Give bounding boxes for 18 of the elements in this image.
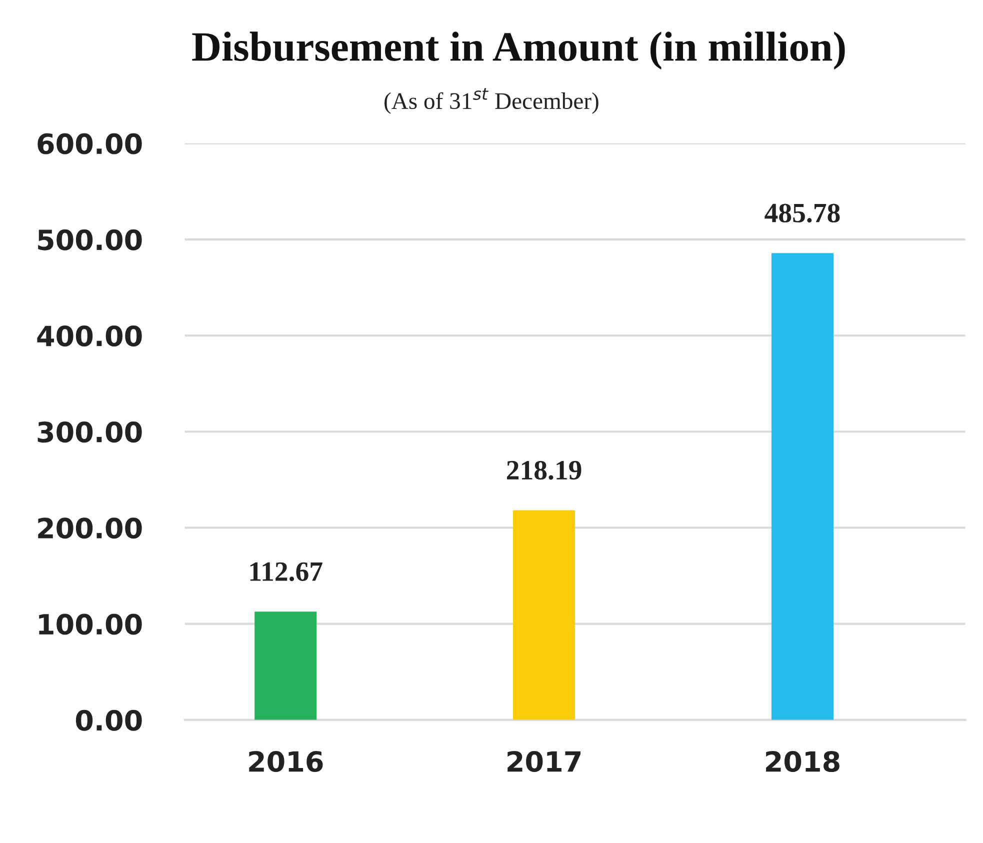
x-tick-label: 2018 <box>766 750 840 772</box>
y-tick-label: 500.00 <box>38 229 142 250</box>
data-label: 112.67 <box>250 562 322 582</box>
data-label: 218.19 <box>507 460 582 480</box>
chart-subtitle: (As of 31$^{st}$ December) <box>384 88 598 114</box>
bar <box>771 253 834 720</box>
y-tick-label: 400.00 <box>37 325 142 346</box>
y-tick-label: 200.00 <box>38 518 142 539</box>
chart-title: Disbursement in Amount (in million) <box>192 32 845 70</box>
y-tick-label: 0.00 <box>76 710 142 731</box>
y-tick-label: 300.00 <box>38 422 142 443</box>
x-tick-label: 2017 <box>508 750 580 772</box>
bar <box>254 612 317 720</box>
bar <box>513 510 576 720</box>
x-tick-label: 2016 <box>249 750 323 772</box>
y-tick-label: 600.00 <box>38 133 142 154</box>
y-tick-label: 100.00 <box>39 614 142 635</box>
data-label: 485.78 <box>764 204 840 223</box>
